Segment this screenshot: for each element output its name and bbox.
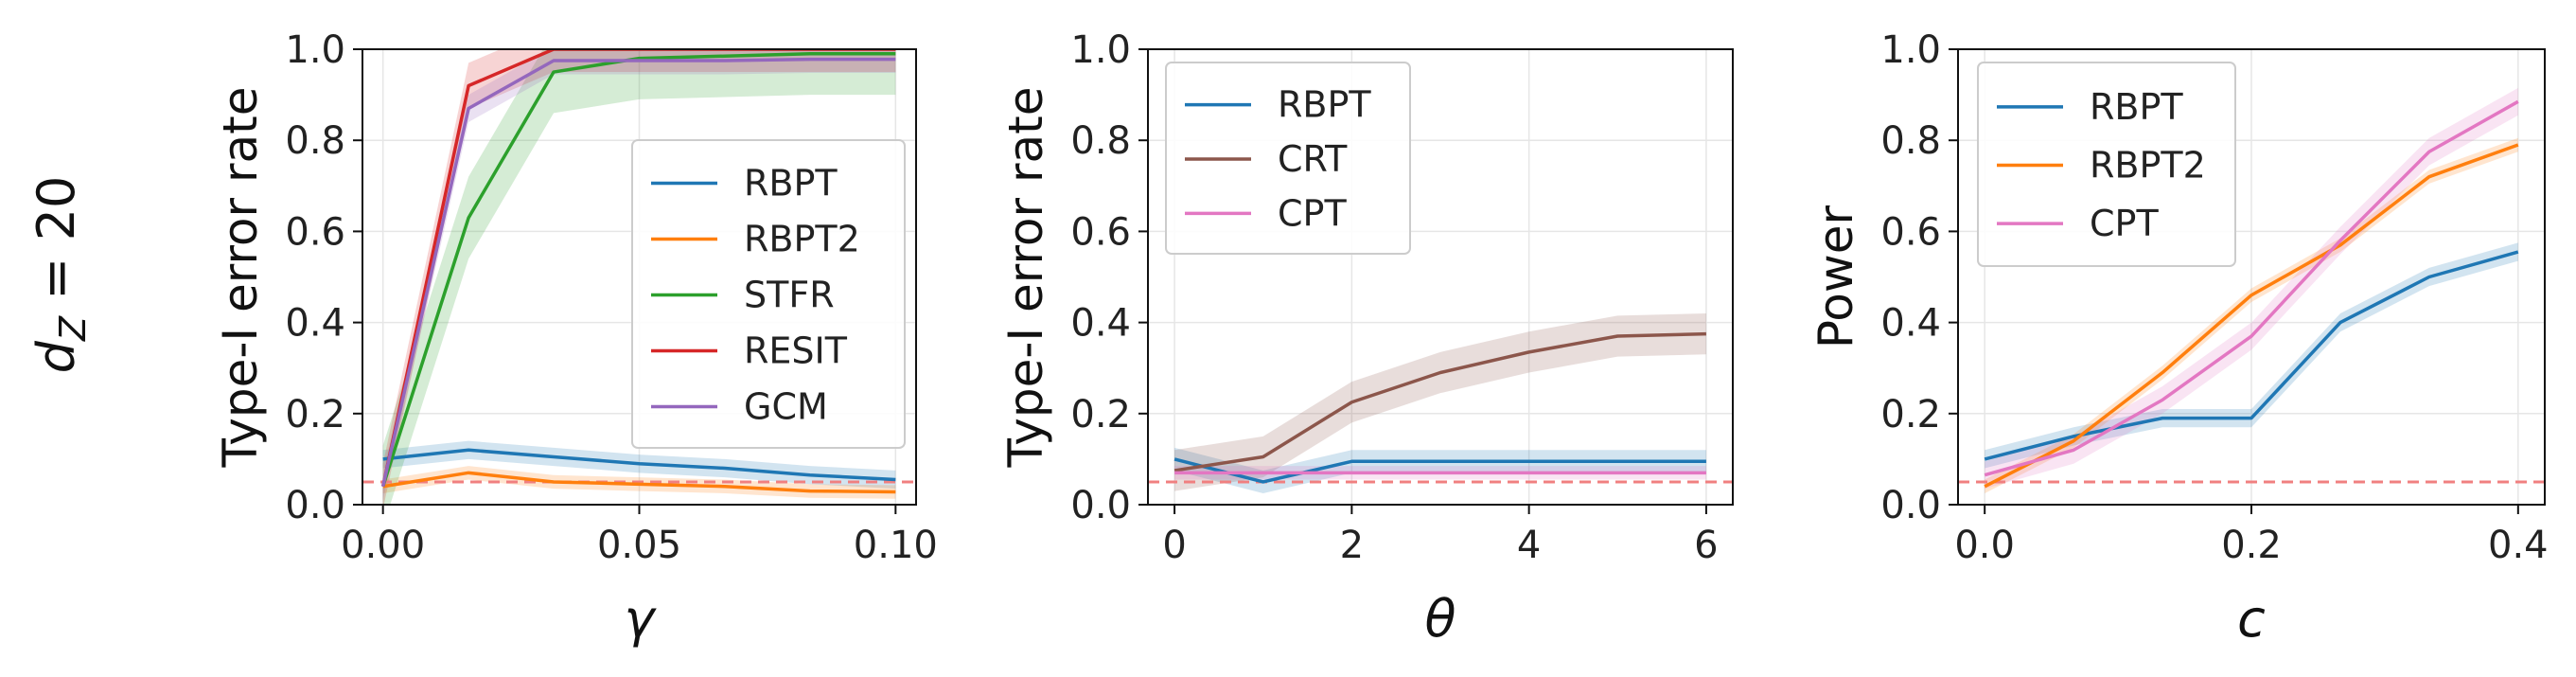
y-tick-label: 1.0: [1880, 28, 1941, 72]
y-tick-label: 0.2: [285, 393, 345, 436]
legend-label-rbpt: RBPT: [1278, 84, 1371, 126]
row-label-subscript: Z: [52, 315, 94, 342]
legend: RBPT RBPT2 STFR RESIT GCM: [631, 139, 906, 449]
legend-label-rbpt: RBPT: [744, 163, 838, 205]
row-label: dZ = 20: [26, 176, 94, 374]
legend-label-cpt: CPT: [1278, 192, 1347, 234]
legend-label-resit: RESIT: [744, 330, 848, 372]
x-tick-label: 0.2: [2221, 524, 2282, 567]
y-tick-label: 0.8: [285, 119, 345, 163]
x-tick-label: 0.00: [341, 524, 425, 567]
x-tick-label: 0.4: [2488, 524, 2549, 567]
y-tick-label: 0.6: [1880, 210, 1941, 254]
legend: RBPT RBPT2 CPT: [1977, 62, 2236, 267]
legend: RBPT CRT CPT: [1165, 62, 1411, 255]
plot-area: [1148, 312, 1733, 493]
y-axis-label: Type-I error rate: [998, 86, 1053, 468]
row-label-equation: = 20: [26, 176, 86, 316]
x-tick-label: 4: [1517, 524, 1541, 567]
y-tick-label: 0.6: [285, 210, 345, 254]
plot-area: [362, 49, 916, 505]
series-line-rbpt: [1984, 250, 2519, 461]
series-line-stfr: [380, 52, 896, 488]
x-tick-label: 0: [1162, 524, 1186, 567]
y-tick-label: 0.8: [1070, 119, 1131, 163]
legend-box: [631, 139, 906, 449]
y-tick-label: 0.4: [285, 302, 345, 346]
x-tick-label: 0.0: [1954, 524, 2015, 567]
series-line-rbpt: [1173, 457, 1706, 484]
y-tick-label: 0.4: [1880, 302, 1941, 346]
confidence-band-stfr: [382, 49, 896, 505]
series-line-cpt: [1984, 99, 2519, 477]
series-line-gcm: [380, 57, 896, 488]
legend-label-crt: CRT: [1278, 138, 1348, 180]
chart-panel-1: 0.00 0.05 0.10 0.0 0.2 0.4 0.6 0.8 1.0 γ Type-I er…: [213, 28, 938, 649]
chart-panel-2: 0 2 4 6 0.0 0.2 0.4 0.6 0.8 1.0 θ Type-I error rate…: [998, 28, 1734, 649]
x-axis-label: c: [2237, 589, 2266, 649]
plot-area: [1958, 87, 2545, 493]
x-axis-label: θ: [1424, 589, 1456, 649]
confidence-band-rbpt2: [1985, 137, 2518, 493]
series-line-crt: [1173, 331, 1706, 472]
legend-box: [1165, 62, 1411, 255]
y-tick-label: 0.8: [1880, 119, 1941, 163]
x-axis-label: γ: [625, 589, 658, 649]
y-tick-label: 0.0: [1880, 484, 1941, 527]
legend-label-rbpt: RBPT: [2090, 86, 2183, 128]
y-axis-label: Type-I error rate: [213, 86, 268, 468]
y-tick-label: 0.2: [1880, 393, 1941, 436]
legend-label-gcm: GCM: [744, 386, 828, 428]
y-axis-label: Power: [1808, 205, 1863, 348]
legend-box: [1977, 62, 2236, 267]
y-tick-label: 1.0: [285, 28, 345, 72]
legend-label-stfr: STFR: [744, 275, 835, 316]
y-tick-label: 1.0: [1070, 28, 1131, 72]
y-tick-label: 0.2: [1070, 393, 1131, 436]
series-line-rbpt2: [382, 471, 896, 494]
chart-panel-3: 0.0 0.2 0.40.00.20.40.60.81.0cPowerRBPTRBP…: [1808, 28, 2549, 649]
y-tick-label: 0.0: [1070, 484, 1131, 527]
confidence-band-crt: [1174, 312, 1706, 491]
legend-label-rbpt2: RBPT2: [744, 219, 860, 260]
series-line-resit: [380, 49, 896, 488]
series-line-rbpt: [382, 448, 896, 482]
confidence-band-cpt: [1985, 87, 2518, 490]
confidence-band-rbpt: [1174, 447, 1706, 493]
legend-label-rbpt2: RBPT2: [2090, 145, 2206, 187]
x-tick-label: 0.05: [597, 524, 681, 567]
series-line-rbpt2: [1984, 143, 2519, 489]
y-tick-label: 0.4: [1070, 302, 1131, 346]
legend-label-cpt: CPT: [2090, 203, 2159, 244]
x-tick-label: 6: [1694, 524, 1718, 567]
y-tick-label: 0.6: [1070, 210, 1131, 254]
axes-frame: [1147, 48, 1734, 506]
x-tick-label: 0.10: [854, 524, 938, 567]
x-tick-label: 2: [1340, 524, 1364, 567]
y-tick-label: 0.0: [285, 484, 345, 527]
